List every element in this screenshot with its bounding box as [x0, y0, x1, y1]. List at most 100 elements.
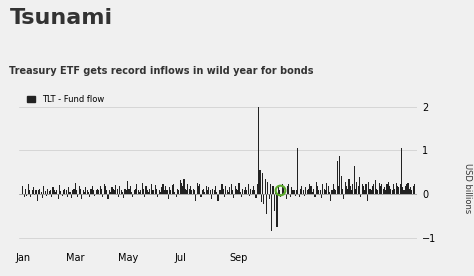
Bar — [157, 194, 158, 197]
Bar — [405, 186, 406, 194]
Bar — [338, 186, 339, 194]
Bar — [31, 190, 33, 194]
Bar — [295, 194, 296, 196]
Bar — [308, 189, 309, 194]
Bar — [288, 184, 289, 194]
Bar — [76, 190, 77, 194]
Bar — [73, 189, 74, 194]
Bar — [114, 190, 115, 194]
Bar — [219, 190, 220, 194]
Bar — [282, 184, 283, 194]
Bar — [232, 190, 233, 194]
Bar — [110, 192, 111, 194]
Bar — [391, 189, 392, 194]
Bar — [98, 190, 100, 194]
Bar — [264, 179, 266, 194]
Bar — [25, 189, 26, 194]
Bar — [360, 194, 361, 197]
Bar — [115, 185, 117, 194]
Bar — [297, 148, 299, 194]
Bar — [82, 190, 84, 194]
Bar — [386, 184, 388, 194]
Bar — [359, 177, 360, 194]
Bar — [400, 184, 401, 194]
Bar — [127, 181, 128, 194]
Bar — [278, 187, 279, 194]
Bar — [189, 189, 190, 194]
Bar — [51, 194, 52, 197]
Bar — [123, 194, 124, 198]
Bar — [371, 190, 372, 194]
Bar — [292, 190, 293, 194]
Bar — [71, 194, 72, 198]
Bar — [158, 190, 160, 194]
Bar — [284, 192, 285, 194]
Bar — [160, 192, 161, 194]
Bar — [194, 190, 195, 194]
Bar — [168, 194, 169, 199]
Bar — [330, 194, 331, 200]
Bar — [199, 184, 200, 194]
Bar — [173, 184, 174, 194]
Bar — [75, 183, 76, 194]
Bar — [118, 194, 119, 197]
Bar — [119, 186, 120, 194]
Bar — [70, 192, 71, 194]
Bar — [305, 187, 306, 194]
Bar — [355, 189, 356, 194]
Bar — [42, 194, 43, 198]
Bar — [364, 190, 365, 194]
Bar — [65, 190, 67, 194]
Bar — [198, 186, 199, 194]
Bar — [333, 184, 334, 194]
Bar — [396, 183, 397, 194]
Bar — [304, 194, 305, 196]
Bar — [38, 190, 39, 194]
Bar — [238, 183, 239, 194]
Bar — [164, 190, 165, 194]
Bar — [414, 184, 415, 194]
Bar — [368, 182, 369, 194]
Bar — [182, 186, 183, 194]
Bar — [216, 192, 217, 194]
Bar — [392, 190, 393, 194]
Bar — [258, 107, 259, 194]
Bar — [240, 192, 241, 194]
Bar — [56, 190, 57, 194]
Bar — [267, 182, 268, 194]
Bar — [106, 190, 107, 194]
Bar — [126, 190, 127, 194]
Bar — [218, 194, 219, 200]
Bar — [26, 194, 27, 196]
Bar — [350, 186, 351, 194]
Bar — [394, 189, 395, 194]
Bar — [356, 182, 357, 194]
Bar — [236, 189, 237, 194]
Bar — [140, 190, 141, 194]
Bar — [393, 184, 394, 194]
Bar — [67, 194, 68, 197]
Bar — [181, 183, 182, 194]
Bar — [341, 176, 342, 194]
Bar — [59, 185, 60, 194]
Bar — [296, 190, 297, 194]
Bar — [204, 192, 206, 194]
Bar — [79, 186, 80, 194]
Bar — [134, 190, 135, 194]
Bar — [108, 194, 109, 199]
Bar — [180, 180, 181, 194]
Bar — [324, 189, 325, 194]
Bar — [261, 194, 262, 202]
Bar — [309, 184, 310, 194]
Bar — [379, 183, 380, 194]
Bar — [33, 187, 34, 194]
Bar — [397, 186, 398, 194]
Bar — [253, 186, 254, 194]
Bar — [203, 189, 204, 194]
Bar — [325, 190, 326, 194]
Bar — [137, 190, 139, 194]
Bar — [88, 192, 89, 194]
Bar — [206, 186, 207, 194]
Bar — [197, 183, 198, 194]
Bar — [174, 192, 175, 194]
